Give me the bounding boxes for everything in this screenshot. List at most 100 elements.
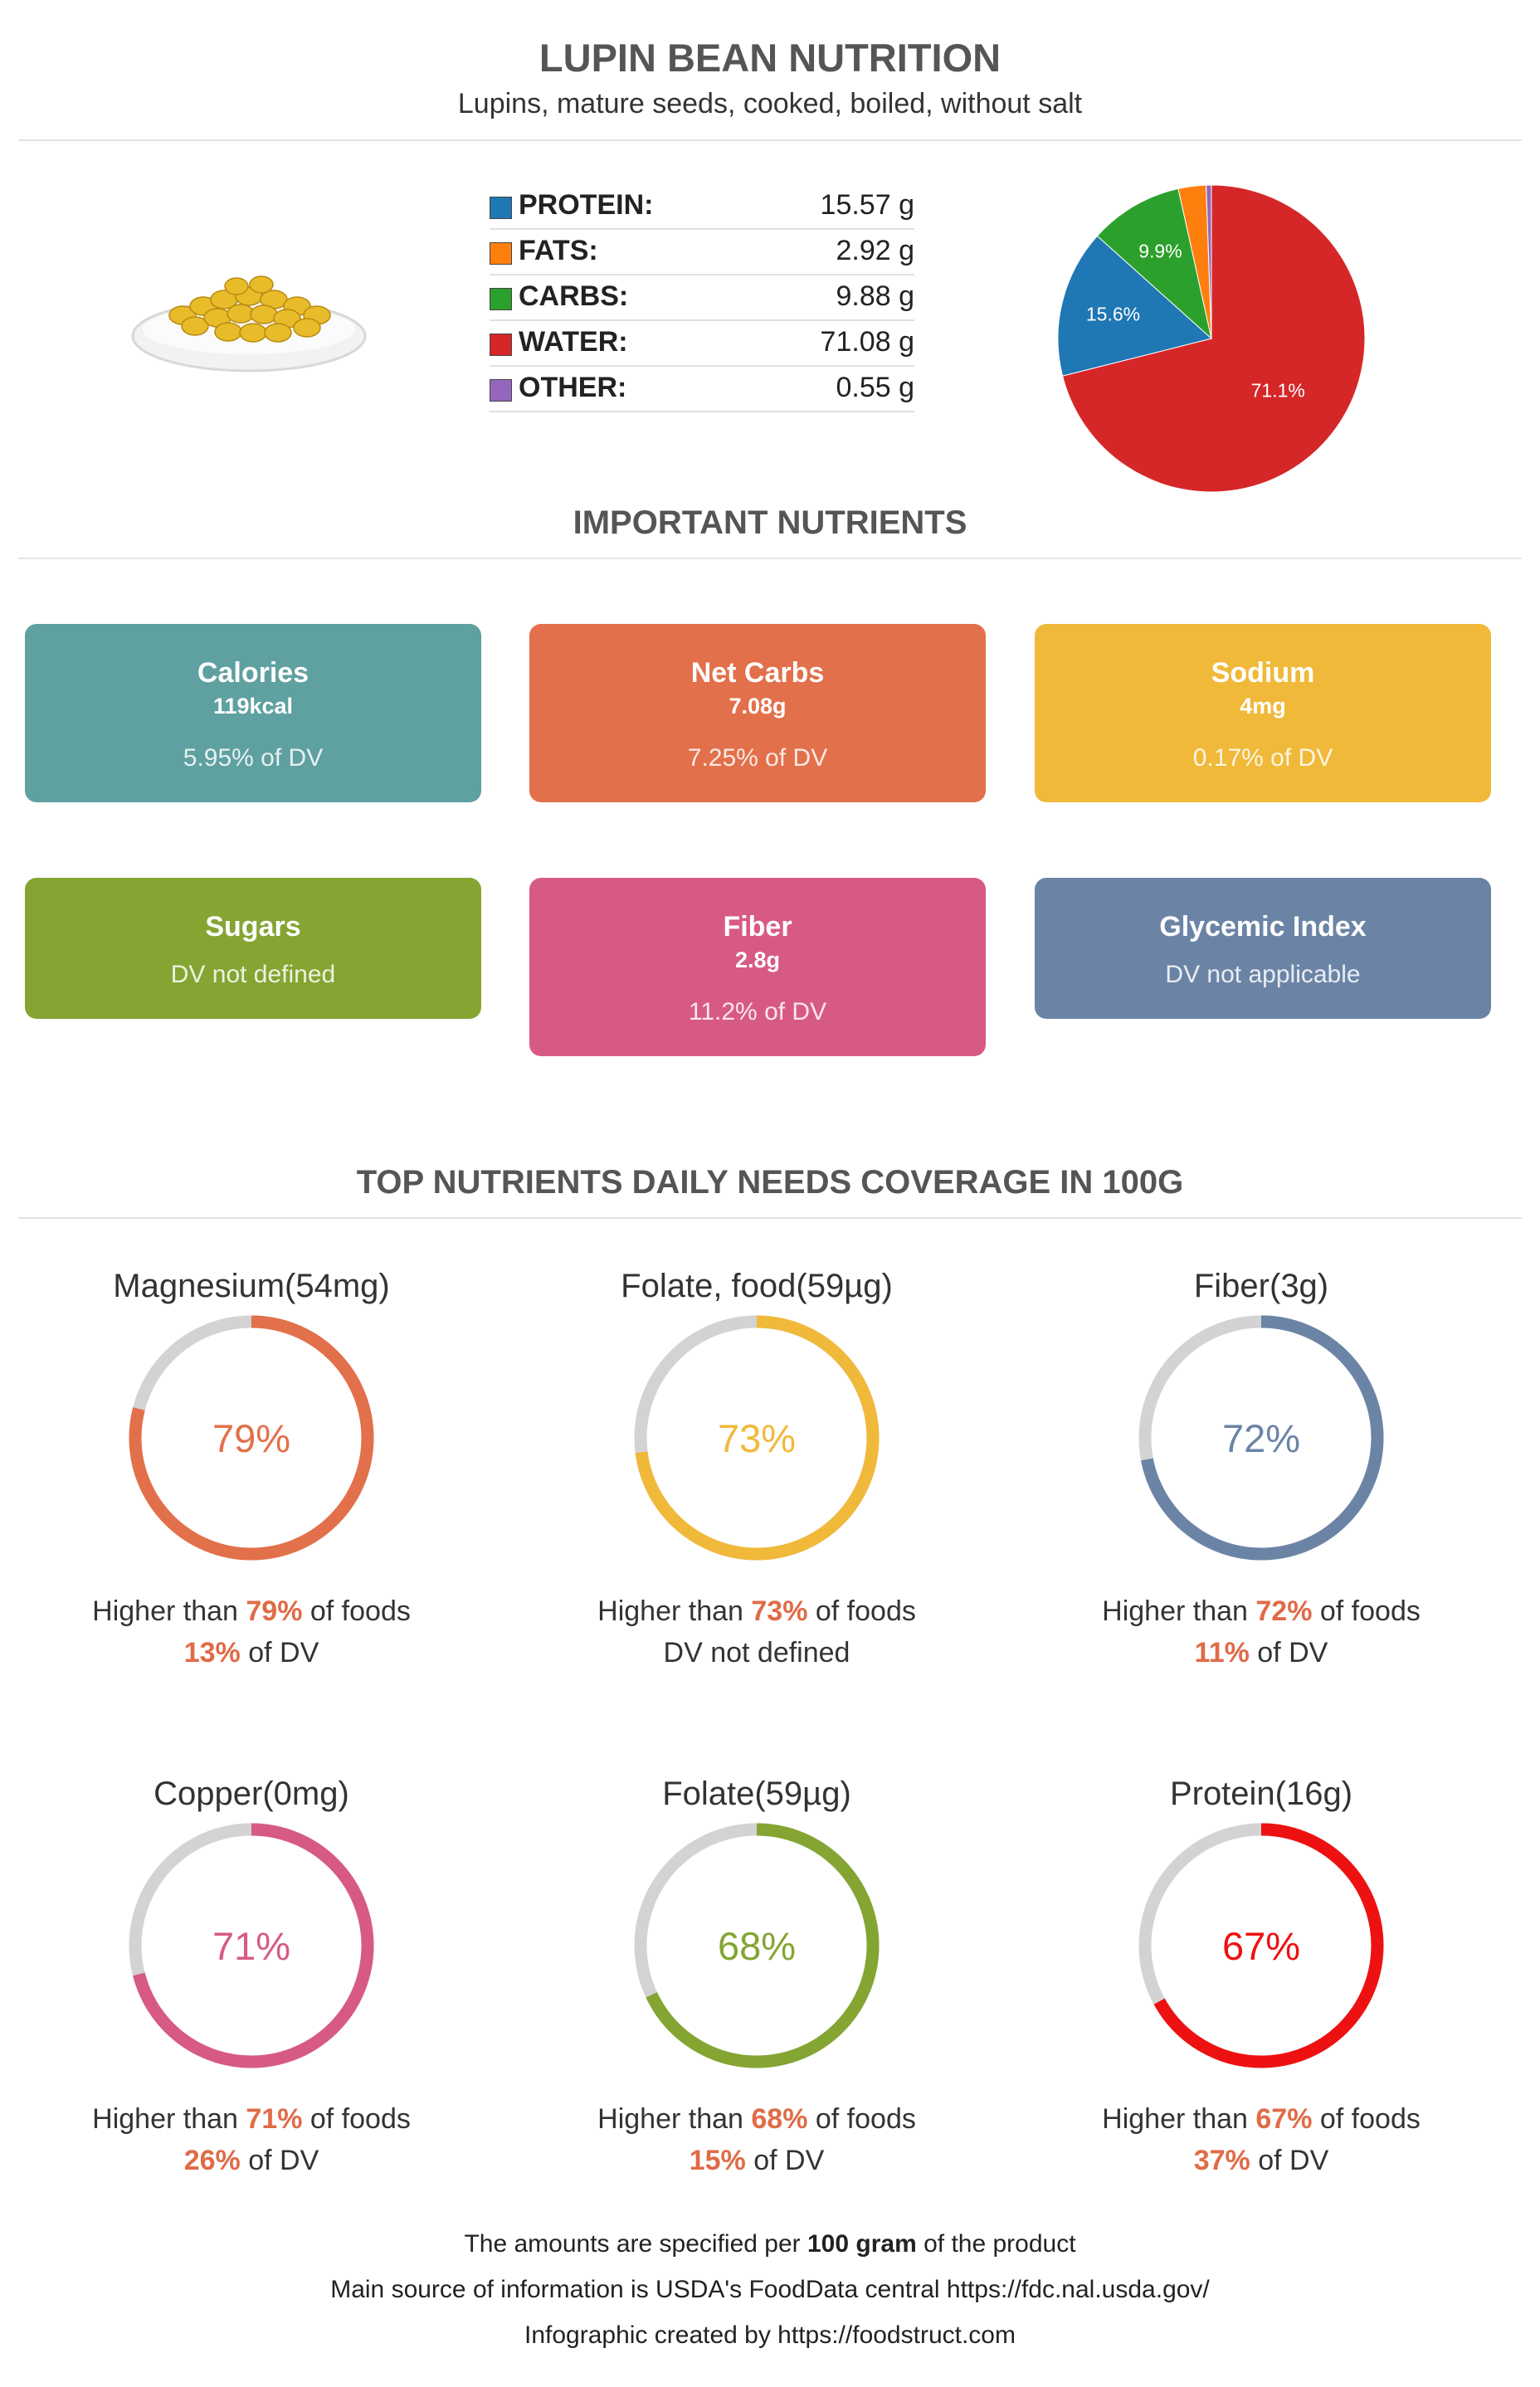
divider-coverage (18, 1217, 1522, 1219)
card-amount: 4mg (1240, 694, 1286, 719)
ring-progress (129, 1823, 374, 2068)
coverage-title: Fiber(3g) (1193, 1268, 1329, 1304)
card-dv: 11.2% of DV (688, 998, 827, 1025)
macro-swatch (490, 288, 512, 310)
card-amount: 7.08g (729, 694, 787, 719)
higher-suffix: of foods (1312, 1595, 1421, 1627)
higher-prefix: Higher than (1102, 1595, 1256, 1627)
ring-percent: 67% (1221, 1924, 1301, 1968)
ring-progress (129, 1315, 374, 1561)
coverage-item: Copper(0mg) 71% Higher than 71% of foods 26… (19, 1776, 484, 2240)
higher-percent: 73% (751, 1595, 808, 1627)
coverage-ring (634, 1823, 880, 2068)
card-title: Fiber (723, 911, 792, 943)
dv-coverage: DV not defined (524, 1637, 989, 1669)
dv-percent: 15% (689, 2145, 746, 2176)
macro-pie-chart: 71.1% 15.6% 9.9% (1057, 184, 1366, 493)
macro-label: OTHER: (519, 372, 627, 403)
ring-progress (634, 1315, 880, 1561)
macro-label: PROTEIN: (519, 189, 654, 221)
macro-row: OTHER: 0.55 g (490, 367, 914, 412)
ring-percent: 79% (212, 1416, 291, 1460)
dv-percent: 26% (183, 2145, 241, 2176)
macro-swatch (490, 379, 512, 402)
coverage-ring (129, 1315, 374, 1561)
coverage-item: Fiber(3g) 72% Higher than 72% of foods 11% … (1029, 1268, 1494, 1732)
ring-percent: 72% (1221, 1416, 1301, 1460)
macro-label: FATS: (519, 235, 598, 266)
card-title: Calories (197, 657, 309, 689)
higher-percent: 71% (246, 2103, 303, 2135)
dv-percent: 37% (1193, 2145, 1250, 2176)
macro-table: PROTEIN: 15.57 g FATS: 2.92 g CARBS: 9.88 g WA… (490, 184, 914, 412)
coverage-item: Folate(59µg) 68% Higher than 68% of foods 1… (524, 1776, 989, 2240)
ring-progress (634, 1823, 880, 2068)
nutrient-card-calories: Calories 119kcal 5.95% of DV (25, 624, 481, 802)
coverage-ring (1138, 1315, 1384, 1561)
macro-row: PROTEIN: 15.57 g (490, 184, 914, 230)
higher-than-foods: Higher than 79% of foods (19, 1595, 484, 1628)
higher-than-foods: Higher than 72% of foods (1029, 1595, 1494, 1628)
pie-label-carbs: 9.9% (1138, 241, 1182, 262)
card-title: Net Carbs (690, 657, 825, 689)
higher-suffix: of foods (302, 1595, 411, 1627)
card-title: Glycemic Index (1159, 911, 1367, 943)
dv-coverage: 26% of DV (19, 2145, 484, 2177)
macro-swatch (490, 242, 512, 265)
dv-not-defined: DV not defined (663, 1637, 850, 1668)
coverage-title: Folate(59µg) (662, 1776, 851, 1812)
nutrient-card-sodium: Sodium 4mg 0.17% of DV (1035, 624, 1491, 802)
coverage-title: Protein(16g) (1169, 1776, 1353, 1812)
higher-suffix: of foods (302, 2103, 411, 2135)
card-title: Sugars (205, 911, 301, 943)
macro-value: 9.88 g (836, 280, 914, 312)
coverage-title: Copper(0mg) (154, 1776, 349, 1812)
nutrient-card-net-carbs: Net Carbs 7.08g 7.25% of DV (529, 624, 986, 802)
nutrient-card-glycemic-index: Glycemic Index DV not applicable (1035, 878, 1491, 1019)
ring-percent: 71% (212, 1924, 291, 1968)
higher-prefix: Higher than (92, 2103, 246, 2135)
card-amount: 2.8g (734, 947, 781, 972)
divider-top (18, 139, 1522, 141)
dv-percent: 11% (1194, 1637, 1250, 1668)
card-dv: 5.95% of DV (183, 744, 324, 772)
higher-prefix: Higher than (92, 1595, 246, 1627)
card-dv: DV not applicable (1165, 961, 1361, 988)
card-dv: 0.17% of DV (1192, 744, 1333, 772)
macro-row: CARBS: 9.88 g (490, 275, 914, 321)
macro-value: 2.92 g (836, 235, 914, 266)
macro-value: 0.55 g (836, 372, 914, 403)
coverage-ring (1138, 1823, 1384, 2068)
footer-amounts-note: The amounts are specified per 100 gram o… (464, 2230, 1076, 2258)
dv-suffix: of DV (240, 1637, 319, 1668)
macro-swatch (490, 197, 512, 219)
dv-coverage: 11% of DV (1029, 1637, 1494, 1669)
higher-prefix: Higher than (1102, 2103, 1256, 2135)
macro-label: CARBS: (519, 280, 629, 312)
pie-slice-other (1206, 184, 1212, 339)
dv-suffix: of DV (745, 2145, 825, 2176)
pie-slice-water (1061, 184, 1366, 493)
higher-than-foods: Higher than 73% of foods (524, 1595, 989, 1628)
dv-coverage: 15% of DV (524, 2145, 989, 2177)
higher-percent: 67% (1255, 2103, 1313, 2135)
coverage-title: Folate, food(59µg) (621, 1268, 893, 1304)
section-title-coverage: TOP NUTRIENTS DAILY NEEDS COVERAGE IN 10… (356, 1164, 1184, 1201)
ring-percent: 73% (717, 1416, 797, 1460)
coverage-item: Magnesium(54mg) 79% Higher than 79% of foo… (19, 1268, 484, 1732)
card-amount: 119kcal (212, 694, 294, 719)
coverage-item: Protein(16g) 67% Higher than 67% of foods 3… (1029, 1776, 1494, 2240)
higher-suffix: of foods (1312, 2103, 1421, 2135)
ring-progress (1138, 1315, 1384, 1561)
pie-slice-carbs (1096, 188, 1212, 340)
macro-swatch (490, 334, 512, 356)
higher-percent: 72% (1255, 1595, 1313, 1627)
divider-important (18, 558, 1522, 559)
coverage-title: Magnesium(54mg) (113, 1268, 390, 1304)
footer-source: Main source of information is USDA's Foo… (330, 2276, 1210, 2303)
higher-percent: 68% (751, 2103, 808, 2135)
macro-row: FATS: 2.92 g (490, 230, 914, 275)
section-title-important: IMPORTANT NUTRIENTS (573, 504, 967, 541)
nutrient-card-sugars: Sugars DV not defined (25, 878, 481, 1019)
macro-value: 71.08 g (820, 326, 914, 358)
